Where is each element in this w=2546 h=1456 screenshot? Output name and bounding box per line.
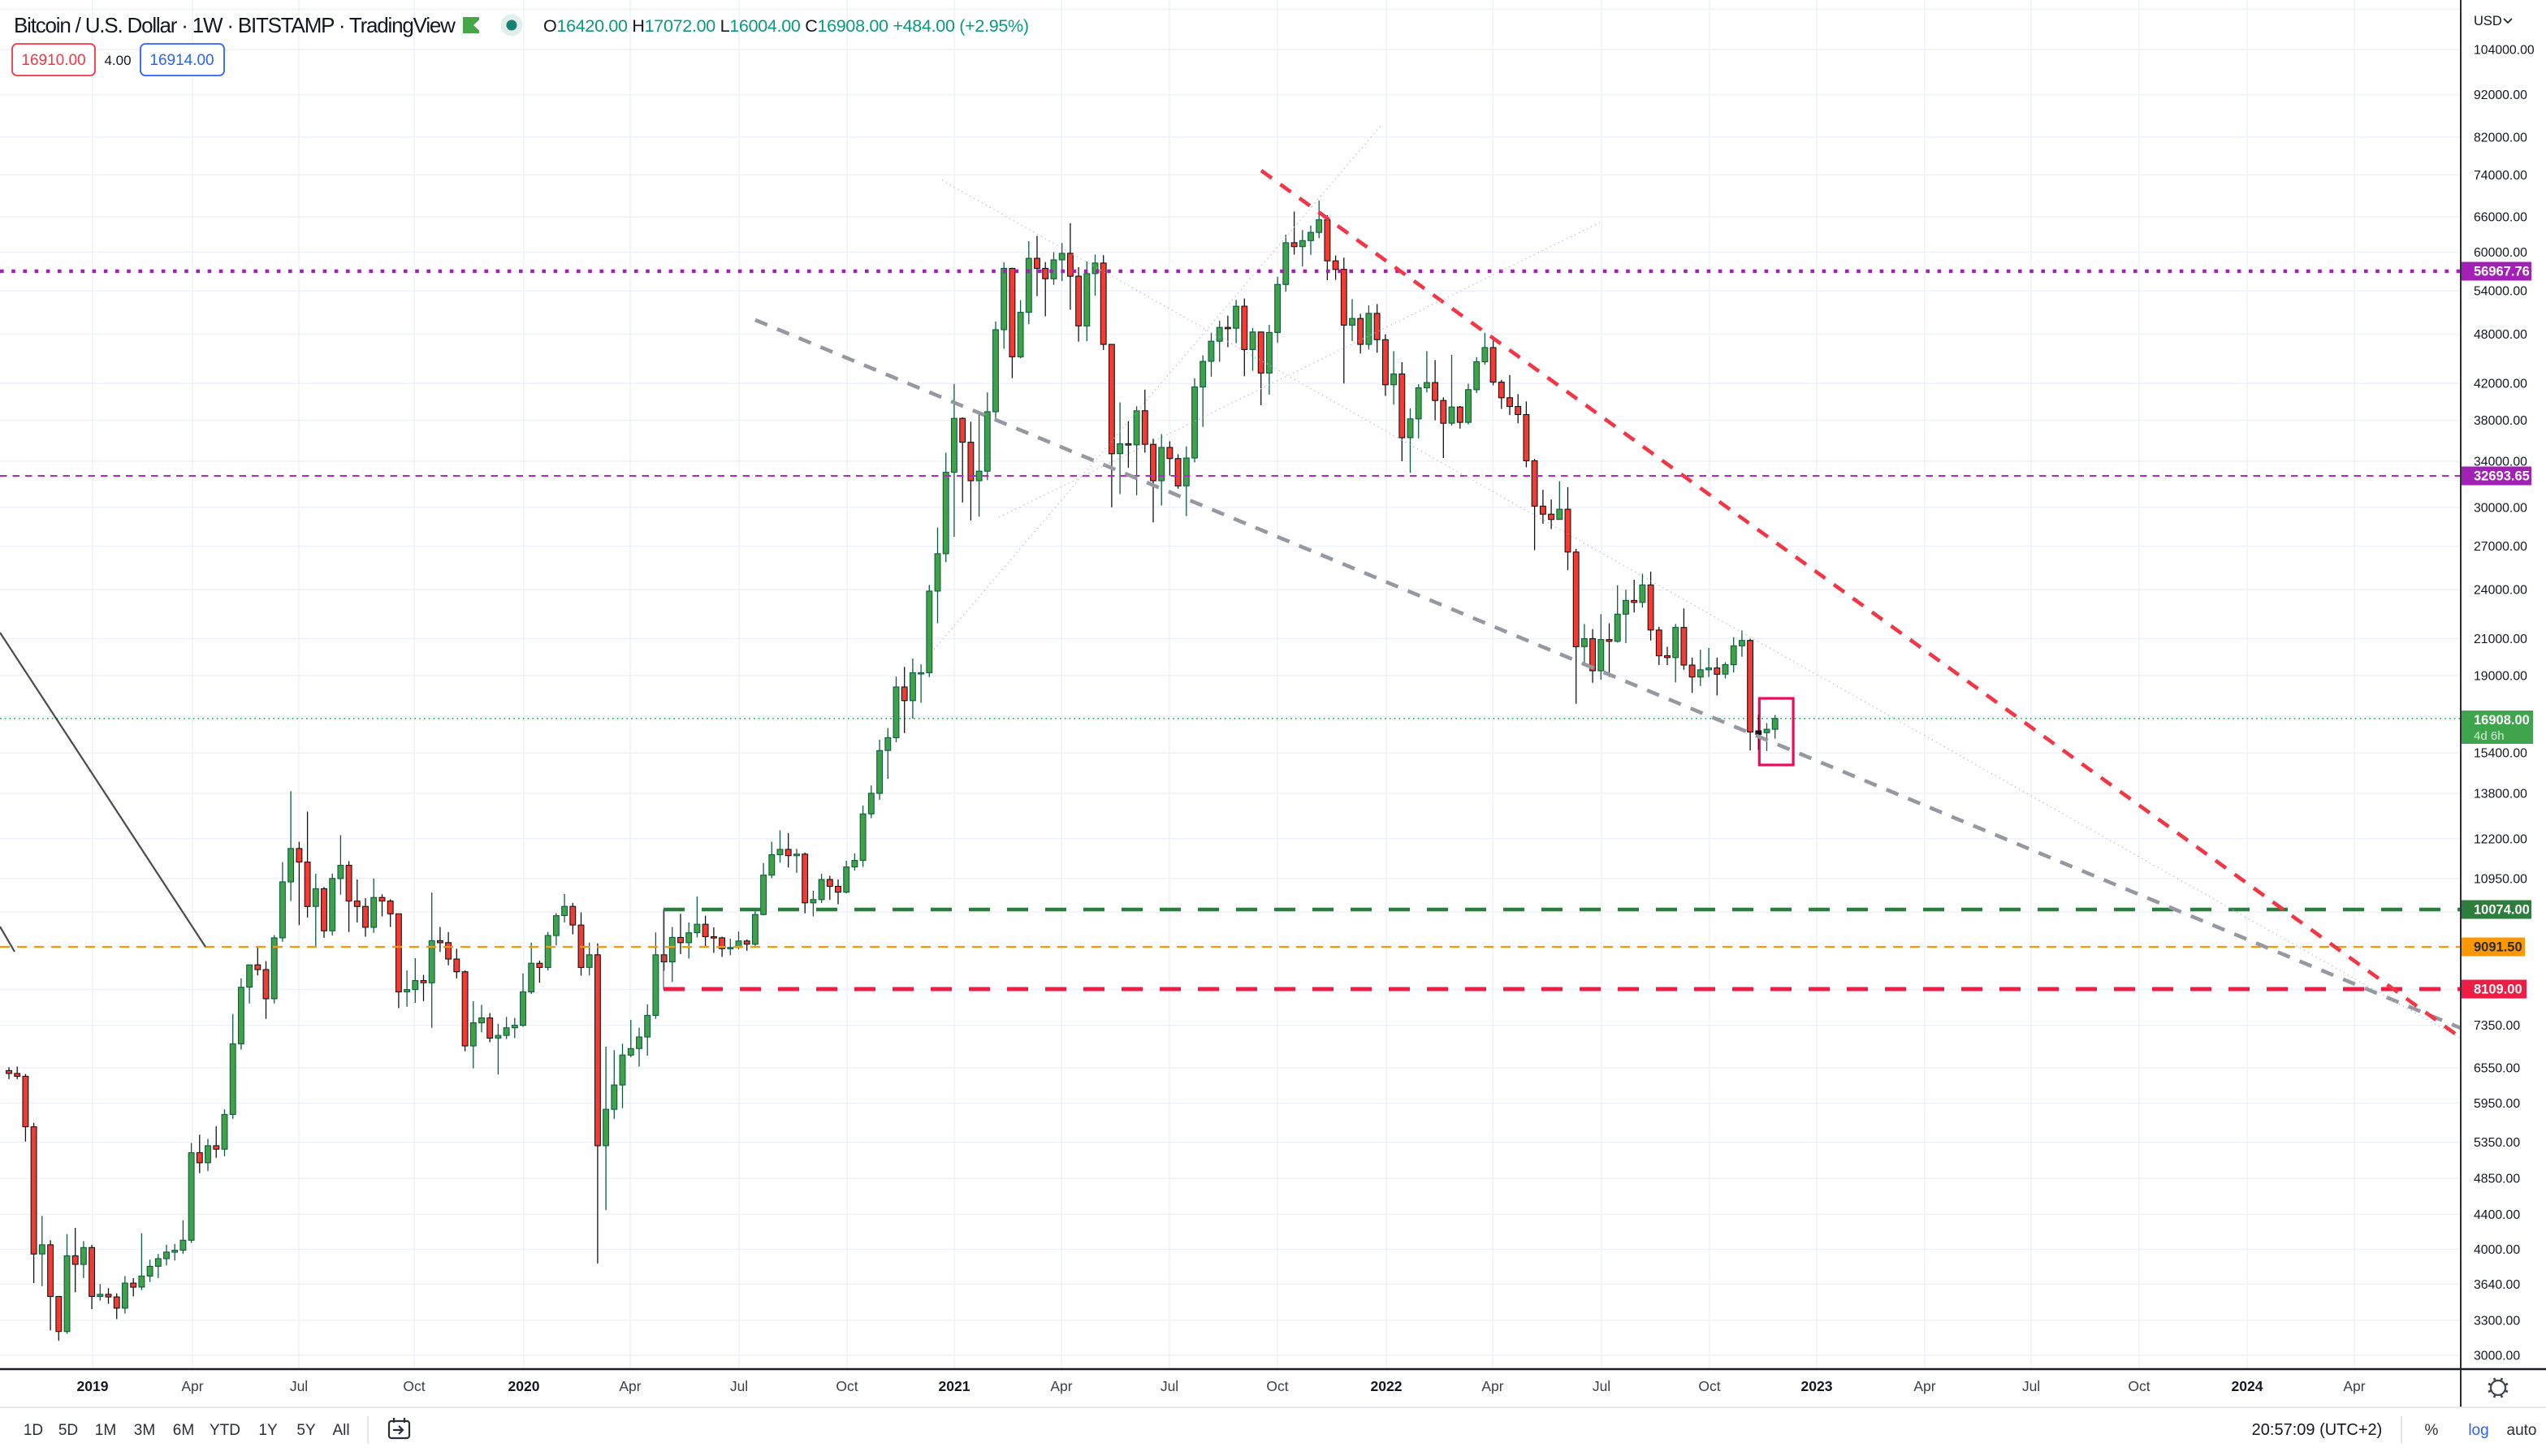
svg-text:Oct: Oct bbox=[403, 1378, 425, 1394]
svg-text:3640.00: 3640.00 bbox=[2474, 1278, 2520, 1292]
svg-text:1M: 1M bbox=[95, 1422, 116, 1439]
svg-text:6M: 6M bbox=[173, 1422, 194, 1439]
svg-text:All: All bbox=[332, 1422, 349, 1439]
svg-text:%: % bbox=[2425, 1422, 2439, 1439]
svg-text:Jul: Jul bbox=[1593, 1378, 1610, 1394]
svg-text:6550.00: 6550.00 bbox=[2474, 1061, 2520, 1075]
svg-text:5Y: 5Y bbox=[296, 1422, 316, 1439]
svg-text:Apr: Apr bbox=[1913, 1378, 1935, 1394]
svg-text:2021: 2021 bbox=[939, 1378, 970, 1394]
svg-text:3M: 3M bbox=[134, 1422, 155, 1439]
svg-text:92000.00: 92000.00 bbox=[2474, 89, 2527, 102]
svg-text:66000.00: 66000.00 bbox=[2474, 211, 2527, 225]
svg-text:3000.00: 3000.00 bbox=[2474, 1350, 2520, 1363]
svg-text:Oct: Oct bbox=[1266, 1378, 1288, 1394]
svg-text:1Y: 1Y bbox=[258, 1422, 278, 1439]
svg-text:Jul: Jul bbox=[290, 1378, 308, 1394]
svg-text:Apr: Apr bbox=[1481, 1378, 1503, 1394]
svg-text:Apr: Apr bbox=[1050, 1378, 1072, 1394]
svg-text:24000.00: 24000.00 bbox=[2474, 584, 2527, 598]
svg-text:19000.00: 19000.00 bbox=[2474, 669, 2527, 683]
svg-text:2024: 2024 bbox=[2232, 1378, 2263, 1394]
svg-text:Jul: Jul bbox=[730, 1378, 748, 1394]
svg-text:74000.00: 74000.00 bbox=[2474, 169, 2527, 183]
svg-text:O16420.00 H17072.00 L16004.00: O16420.00 H17072.00 L16004.00 C16908.00 … bbox=[543, 16, 1029, 36]
svg-text:16908.00: 16908.00 bbox=[2474, 713, 2530, 728]
svg-text:82000.00: 82000.00 bbox=[2474, 131, 2527, 145]
svg-text:34000.00: 34000.00 bbox=[2474, 456, 2527, 469]
svg-text:48000.00: 48000.00 bbox=[2474, 328, 2527, 342]
svg-text:4.00: 4.00 bbox=[104, 53, 131, 68]
svg-text:16910.00: 16910.00 bbox=[21, 52, 85, 69]
svg-text:Apr: Apr bbox=[2343, 1378, 2365, 1394]
svg-text:5950.00: 5950.00 bbox=[2474, 1097, 2520, 1111]
svg-text:12200.00: 12200.00 bbox=[2474, 832, 2527, 846]
svg-text:54000.00: 54000.00 bbox=[2474, 285, 2527, 299]
svg-text:8109.00: 8109.00 bbox=[2474, 983, 2522, 997]
svg-text:2020: 2020 bbox=[508, 1378, 540, 1394]
svg-text:Oct: Oct bbox=[1698, 1378, 1720, 1394]
svg-text:32693.65: 32693.65 bbox=[2474, 469, 2530, 484]
svg-text:30000.00: 30000.00 bbox=[2474, 501, 2527, 515]
svg-text:YTD: YTD bbox=[210, 1422, 240, 1439]
svg-text:Jul: Jul bbox=[2022, 1378, 2040, 1394]
svg-text:7350.00: 7350.00 bbox=[2474, 1019, 2520, 1033]
svg-text:Apr: Apr bbox=[181, 1378, 203, 1394]
svg-text:10950.00: 10950.00 bbox=[2474, 872, 2527, 886]
svg-text:9091.50: 9091.50 bbox=[2474, 940, 2522, 955]
svg-text:Oct: Oct bbox=[2128, 1378, 2150, 1394]
svg-text:27000.00: 27000.00 bbox=[2474, 540, 2527, 554]
svg-text:10074.00: 10074.00 bbox=[2474, 903, 2530, 918]
svg-text:5D: 5D bbox=[58, 1422, 78, 1439]
svg-text:5350.00: 5350.00 bbox=[2474, 1136, 2520, 1150]
svg-text:13800.00: 13800.00 bbox=[2474, 787, 2527, 801]
svg-text:56967.76: 56967.76 bbox=[2474, 265, 2530, 279]
svg-text:2019: 2019 bbox=[77, 1378, 109, 1394]
svg-text:60000.00: 60000.00 bbox=[2474, 246, 2527, 260]
svg-text:log: log bbox=[2468, 1422, 2488, 1439]
svg-text:42000.00: 42000.00 bbox=[2474, 378, 2527, 391]
svg-text:15400.00: 15400.00 bbox=[2474, 747, 2527, 761]
svg-text:20:57:09 (UTC+2): 20:57:09 (UTC+2) bbox=[2252, 1421, 2383, 1439]
svg-text:21000.00: 21000.00 bbox=[2474, 633, 2527, 646]
svg-text:104000.00: 104000.00 bbox=[2474, 44, 2535, 58]
svg-text:Bitcoin / U.S. Dollar · 1W · B: Bitcoin / U.S. Dollar · 1W · BITSTAMP · … bbox=[14, 13, 456, 37]
svg-text:3300.00: 3300.00 bbox=[2474, 1314, 2520, 1328]
svg-text:auto: auto bbox=[2507, 1422, 2537, 1439]
svg-text:Jul: Jul bbox=[1161, 1378, 1178, 1394]
svg-text:1D: 1D bbox=[24, 1422, 43, 1439]
svg-text:4000.00: 4000.00 bbox=[2474, 1243, 2520, 1257]
svg-text:Apr: Apr bbox=[619, 1378, 641, 1394]
svg-text:4400.00: 4400.00 bbox=[2474, 1208, 2520, 1222]
svg-text:Oct: Oct bbox=[836, 1378, 858, 1394]
svg-text:2023: 2023 bbox=[1801, 1378, 1833, 1394]
svg-text:2022: 2022 bbox=[1371, 1378, 1403, 1394]
svg-text:16914.00: 16914.00 bbox=[149, 52, 214, 69]
svg-text:4d 6h: 4d 6h bbox=[2474, 729, 2505, 743]
svg-text:USD: USD bbox=[2474, 14, 2502, 28]
svg-text:38000.00: 38000.00 bbox=[2474, 414, 2527, 428]
svg-text:4850.00: 4850.00 bbox=[2474, 1173, 2520, 1186]
